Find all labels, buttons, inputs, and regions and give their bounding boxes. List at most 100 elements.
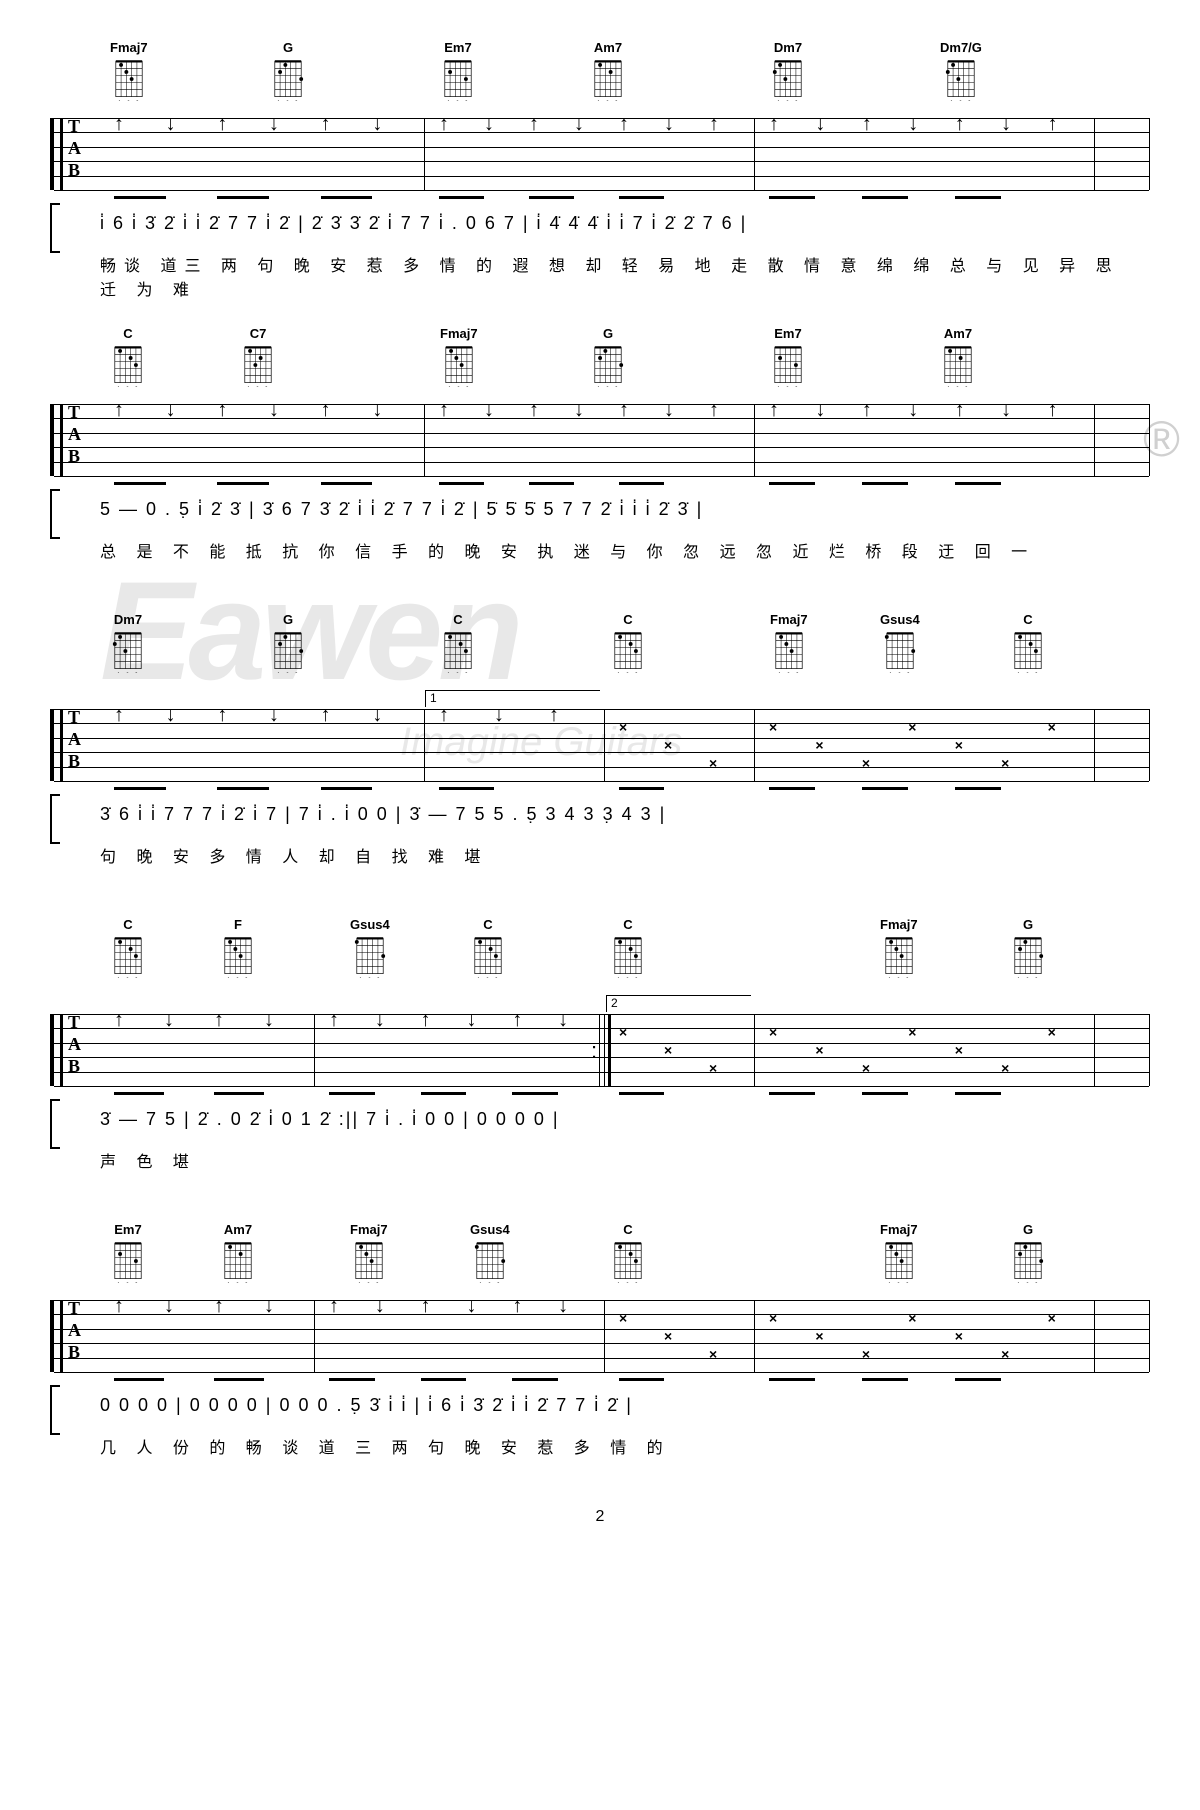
chord-Fmaj7: Fmaj7123 bbox=[440, 326, 478, 390]
svg-text:1: 1 bbox=[950, 100, 953, 101]
x-mark: × bbox=[862, 1060, 870, 1076]
svg-text:1: 1 bbox=[1017, 977, 1020, 978]
svg-text:1: 1 bbox=[888, 1282, 891, 1283]
chord-Em7: Em7123 bbox=[440, 40, 476, 104]
chord-Gsus4: Gsus4123 bbox=[880, 612, 920, 676]
barline bbox=[754, 709, 755, 781]
strum-arrow: ↑ bbox=[769, 399, 779, 422]
x-mark: × bbox=[664, 1328, 672, 1344]
system-4: Em7123Am7123Fmaj7123Gsus4123C123Fmaj7123… bbox=[50, 1222, 1150, 1458]
svg-text:1: 1 bbox=[617, 977, 620, 978]
barline bbox=[754, 404, 755, 476]
chord-G: G123 bbox=[1010, 917, 1046, 981]
x-mark: × bbox=[1001, 1060, 1009, 1076]
strum-arrow: ↓ bbox=[164, 1295, 174, 1318]
strum-arrow: ↑ bbox=[421, 1009, 431, 1032]
tab-b: B bbox=[68, 751, 80, 772]
chord-C: C123 bbox=[610, 1222, 646, 1286]
strum-arrow: ↑ bbox=[217, 113, 227, 136]
chord-Em7: Em7123 bbox=[110, 1222, 146, 1286]
tab-a: A bbox=[68, 729, 81, 750]
chord-F: F123 bbox=[220, 917, 256, 981]
svg-text:2: 2 bbox=[457, 386, 460, 387]
svg-text:3: 3 bbox=[295, 672, 298, 673]
strum-arrow: ↑ bbox=[529, 399, 539, 422]
chord-C: C123 bbox=[470, 917, 506, 981]
strum-arrow: ↓ bbox=[574, 113, 584, 136]
beam bbox=[619, 482, 664, 485]
svg-text:1: 1 bbox=[889, 672, 892, 673]
tab-a: A bbox=[68, 1320, 81, 1341]
strum-arrow: ↑ bbox=[709, 399, 719, 422]
chord-Am7: Am7123 bbox=[220, 1222, 256, 1286]
strum-arrow: ↑ bbox=[114, 113, 124, 136]
barline bbox=[1094, 1014, 1095, 1086]
x-mark: × bbox=[908, 1310, 916, 1326]
strum-arrow: ↓ bbox=[484, 113, 494, 136]
beam bbox=[529, 196, 574, 199]
strum-arrow: ↑ bbox=[217, 704, 227, 727]
barline bbox=[1094, 404, 1095, 476]
x-mark: × bbox=[862, 755, 870, 771]
svg-text:2: 2 bbox=[959, 100, 962, 101]
strum-arrow: ↑ bbox=[709, 113, 719, 136]
svg-text:2: 2 bbox=[786, 100, 789, 101]
svg-text:3: 3 bbox=[907, 672, 910, 673]
beam bbox=[955, 1378, 1001, 1381]
beam bbox=[769, 1092, 815, 1095]
strum-arrow: ↓ bbox=[1001, 113, 1011, 136]
barline bbox=[314, 1300, 315, 1372]
number-notation: 3̇ 6 i̇ i̇ 7 7 7 i̇ 2̇ i̇ 7 | 7 i̇ . i̇ … bbox=[100, 804, 1150, 825]
beam bbox=[217, 482, 269, 485]
beam bbox=[619, 196, 664, 199]
x-mark: × bbox=[1048, 719, 1056, 735]
tab-t: T bbox=[68, 1298, 80, 1319]
svg-text:3: 3 bbox=[245, 977, 248, 978]
strum-arrow: ↓ bbox=[467, 1009, 477, 1032]
system-2: Dm7123G123C123C123Fmaj7123Gsus4123C1231T… bbox=[50, 612, 1150, 867]
volta-bracket: 1 bbox=[425, 690, 600, 707]
svg-text:3: 3 bbox=[906, 977, 909, 978]
svg-text:1: 1 bbox=[247, 386, 250, 387]
svg-text:1: 1 bbox=[597, 386, 600, 387]
chord-Fmaj7: Fmaj7123 bbox=[880, 917, 918, 981]
svg-text:3: 3 bbox=[497, 1282, 500, 1283]
x-mark: × bbox=[1048, 1310, 1056, 1326]
svg-text:2: 2 bbox=[897, 1282, 900, 1283]
chord-label: Fmaj7 bbox=[770, 612, 808, 627]
chord-row: Fmaj7123G123Em7123Am7123Dm7123Dm7/G123 bbox=[50, 40, 1150, 110]
notation-bracket bbox=[50, 794, 60, 844]
chord-label: Em7 bbox=[110, 1222, 146, 1237]
svg-text:2: 2 bbox=[786, 386, 789, 387]
svg-text:1: 1 bbox=[277, 672, 280, 673]
chord-row: C123F123Gsus4123C123C123Fmaj7123G123 bbox=[50, 917, 1150, 987]
strum-arrow: ↓ bbox=[269, 113, 279, 136]
volta-bracket: 2 bbox=[606, 995, 751, 1012]
beam bbox=[439, 196, 484, 199]
system-3: C123F123Gsus4123C123C123Fmaj7123G1232TAB… bbox=[50, 917, 1150, 1172]
svg-text:2: 2 bbox=[486, 977, 489, 978]
beam bbox=[862, 1092, 908, 1095]
beam bbox=[217, 787, 269, 790]
tab-staff: TAB↑↓↑↓↑↓↑↓↑↓↑↓↑↑↓↑↓↑↓↑ bbox=[50, 404, 1150, 476]
beam bbox=[321, 196, 373, 199]
strum-arrow: ↓ bbox=[494, 704, 504, 727]
beam bbox=[769, 1378, 815, 1381]
svg-text:3: 3 bbox=[135, 977, 138, 978]
chord-Fmaj7: Fmaj7123 bbox=[770, 612, 808, 676]
chord-label: Gsus4 bbox=[470, 1222, 510, 1237]
tab-b: B bbox=[68, 1342, 80, 1363]
tab-t: T bbox=[68, 1012, 80, 1033]
beam bbox=[214, 1092, 264, 1095]
barline bbox=[424, 709, 425, 781]
strum-arrow: ↓ bbox=[166, 704, 176, 727]
beam bbox=[955, 787, 1001, 790]
chord-C7: C7123 bbox=[240, 326, 276, 390]
strum-arrow: ↓ bbox=[558, 1295, 568, 1318]
chord-G: G123 bbox=[590, 326, 626, 390]
chord-label: Fmaj7 bbox=[110, 40, 148, 55]
strum-arrow: ↓ bbox=[815, 399, 825, 422]
strum-arrow: ↑ bbox=[439, 399, 449, 422]
lyric-row: 总 是 不 能 抵 抗 你 信 手 的 晚 安 执 迷 与 你 忽 远 忽 近 … bbox=[50, 538, 1150, 562]
chord-Dm7/G: Dm7/G123 bbox=[940, 40, 982, 104]
